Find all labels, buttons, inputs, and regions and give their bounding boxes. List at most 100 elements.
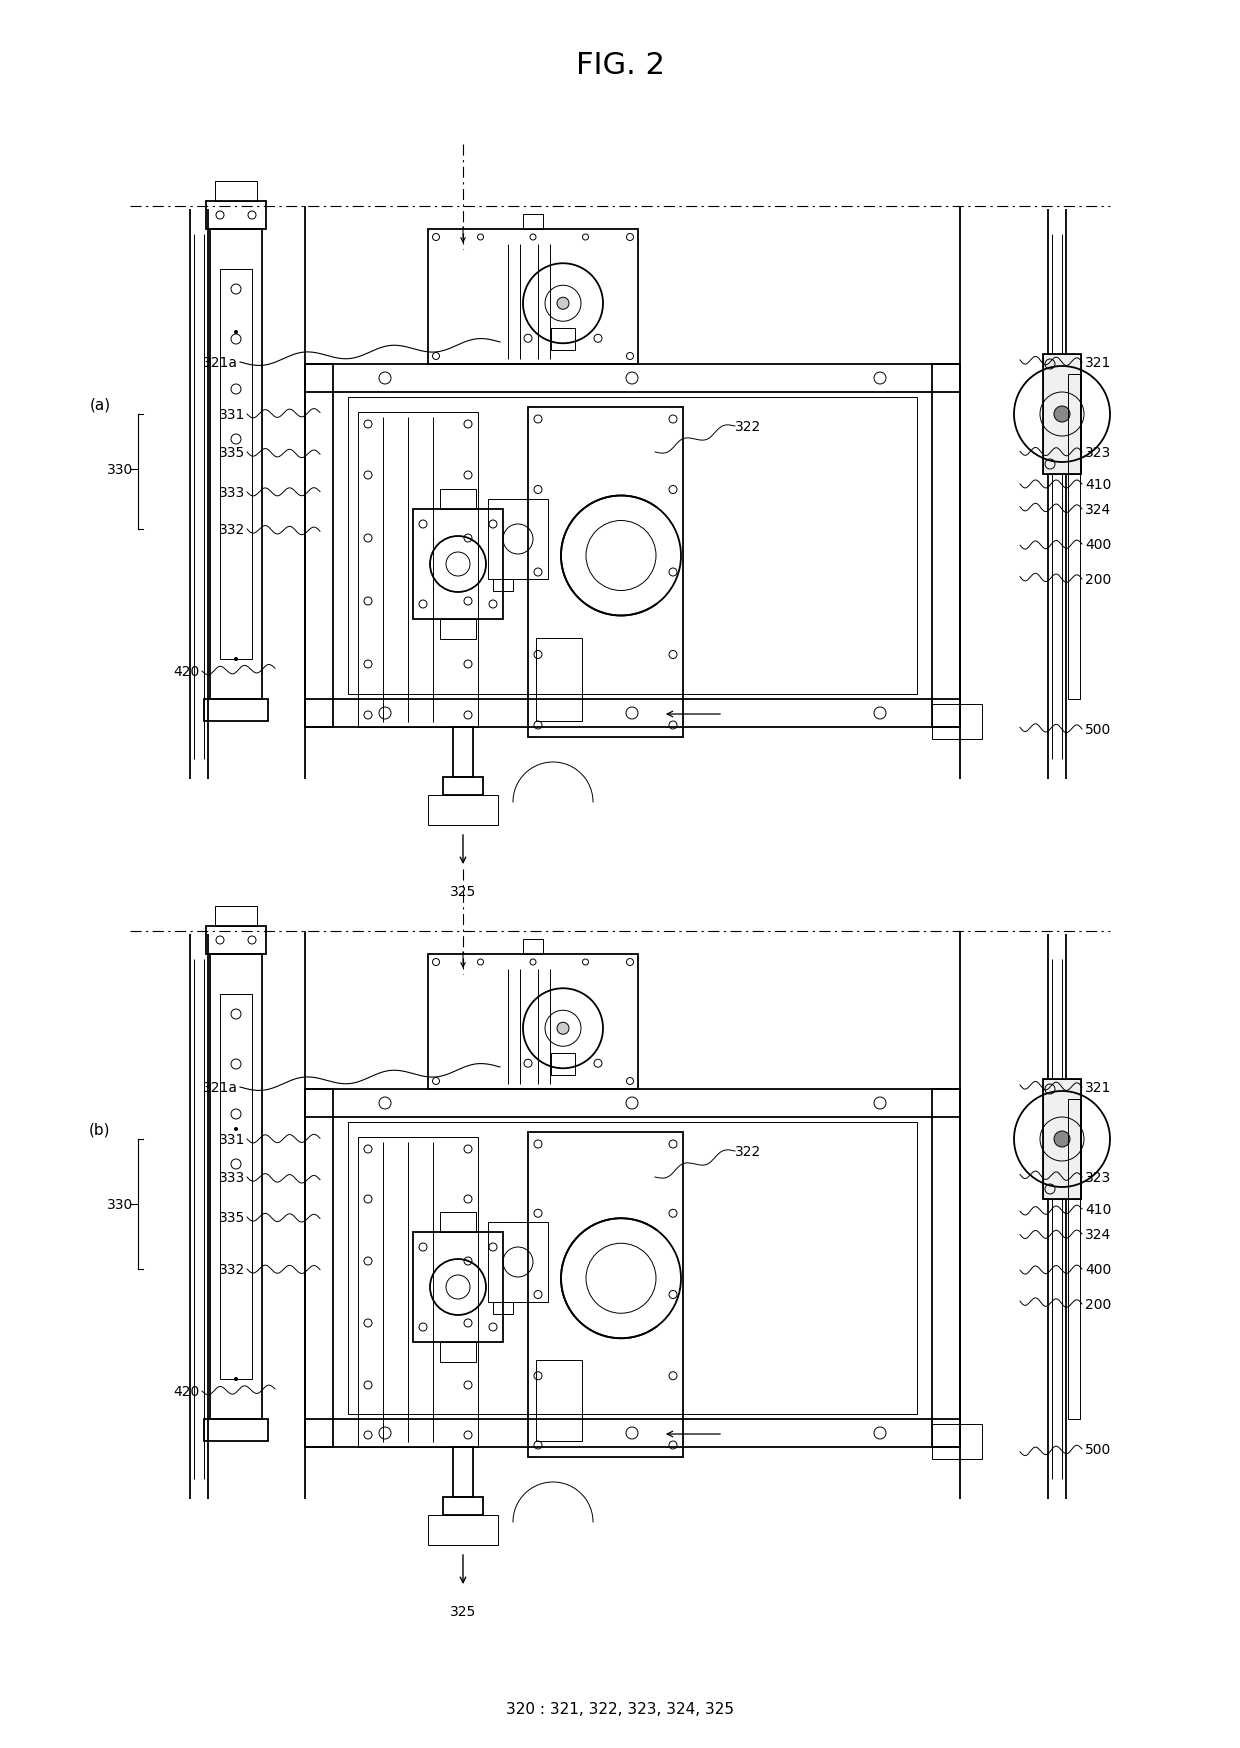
Text: 400: 400 (1085, 538, 1111, 552)
Bar (551, 1054, 575, 1075)
Bar (305, 699, 960, 727)
Text: 320 : 321, 322, 323, 324, 325: 320 : 321, 322, 323, 324, 325 (506, 1701, 734, 1717)
Text: 200: 200 (1085, 573, 1111, 587)
Circle shape (1054, 1131, 1070, 1147)
Bar (219, 995, 252, 1379)
Text: 200: 200 (1085, 1297, 1111, 1311)
Circle shape (234, 1127, 238, 1131)
Bar (215, 907, 257, 926)
Text: 410: 410 (1085, 1203, 1111, 1217)
Text: FIG. 2: FIG. 2 (575, 51, 665, 79)
Bar (453, 727, 472, 778)
Text: 324: 324 (1085, 1227, 1111, 1241)
Bar (205, 1419, 268, 1440)
Text: 332: 332 (218, 1262, 246, 1276)
Text: 410: 410 (1085, 477, 1111, 491)
Text: 321: 321 (1085, 1080, 1111, 1094)
Bar (305, 1089, 334, 1447)
Bar (440, 619, 476, 640)
Text: 500: 500 (1085, 1442, 1111, 1456)
Bar (206, 201, 267, 231)
Text: 325: 325 (450, 884, 476, 898)
Bar (1043, 355, 1081, 475)
Bar (523, 215, 543, 231)
Text: 333: 333 (218, 486, 246, 500)
Bar (440, 489, 476, 510)
Text: 324: 324 (1085, 503, 1111, 517)
Bar (1068, 374, 1080, 699)
Circle shape (234, 330, 238, 336)
Bar (494, 1302, 513, 1314)
Text: 321a: 321a (203, 1080, 238, 1094)
Bar (358, 1138, 477, 1447)
Bar (440, 1342, 476, 1362)
Bar (453, 1447, 472, 1496)
Text: 325: 325 (450, 1605, 476, 1619)
Bar (1043, 1079, 1081, 1199)
Bar (305, 1419, 960, 1447)
Text: (b): (b) (89, 1122, 110, 1136)
Circle shape (557, 1023, 569, 1035)
Bar (489, 500, 548, 580)
Circle shape (234, 657, 238, 662)
Bar (489, 1222, 548, 1302)
Bar (523, 939, 543, 954)
Bar (305, 1089, 960, 1117)
Bar (348, 399, 918, 694)
Text: 323: 323 (1085, 1171, 1111, 1185)
Text: 333: 333 (218, 1171, 246, 1185)
Bar (536, 638, 583, 722)
Text: 331: 331 (218, 1133, 246, 1147)
Bar (305, 365, 960, 393)
Bar (528, 1133, 683, 1458)
Bar (1068, 1099, 1080, 1419)
Text: (a): (a) (89, 397, 110, 413)
Text: 335: 335 (218, 446, 246, 460)
Text: 331: 331 (218, 407, 246, 421)
Bar (428, 795, 498, 825)
Bar (428, 954, 639, 1089)
Bar (443, 1496, 484, 1516)
Text: 322: 322 (735, 1145, 761, 1159)
Bar (205, 699, 268, 722)
Text: 330: 330 (107, 463, 133, 477)
Text: 335: 335 (218, 1210, 246, 1224)
Bar (210, 231, 262, 699)
Bar (536, 1360, 583, 1440)
Bar (210, 954, 262, 1419)
Text: 500: 500 (1085, 722, 1111, 736)
Text: 321: 321 (1085, 357, 1111, 371)
Bar (440, 1213, 476, 1232)
Bar (932, 1089, 960, 1447)
Circle shape (234, 1377, 238, 1381)
Bar (551, 329, 575, 351)
Bar (413, 510, 503, 619)
Bar (219, 269, 252, 659)
Bar (348, 1122, 918, 1414)
Bar (206, 926, 267, 954)
Bar (932, 1425, 982, 1460)
Bar (428, 1516, 498, 1545)
Text: 322: 322 (735, 420, 761, 434)
Bar (932, 365, 960, 727)
Bar (305, 365, 334, 727)
Text: 321a: 321a (203, 357, 238, 371)
Text: 420: 420 (174, 1384, 200, 1398)
Bar (1043, 1079, 1081, 1199)
Bar (494, 580, 513, 591)
Text: 332: 332 (218, 523, 246, 537)
Bar (528, 407, 683, 738)
Circle shape (1054, 407, 1070, 423)
Circle shape (557, 299, 569, 309)
Bar (932, 704, 982, 739)
Text: 330: 330 (107, 1197, 133, 1211)
Bar (443, 778, 484, 795)
Text: 323: 323 (1085, 446, 1111, 460)
Bar (413, 1232, 503, 1342)
Bar (358, 413, 477, 727)
Text: 420: 420 (174, 664, 200, 678)
Bar (215, 182, 257, 201)
Text: 400: 400 (1085, 1262, 1111, 1276)
Bar (1043, 355, 1081, 475)
Bar (428, 231, 639, 365)
